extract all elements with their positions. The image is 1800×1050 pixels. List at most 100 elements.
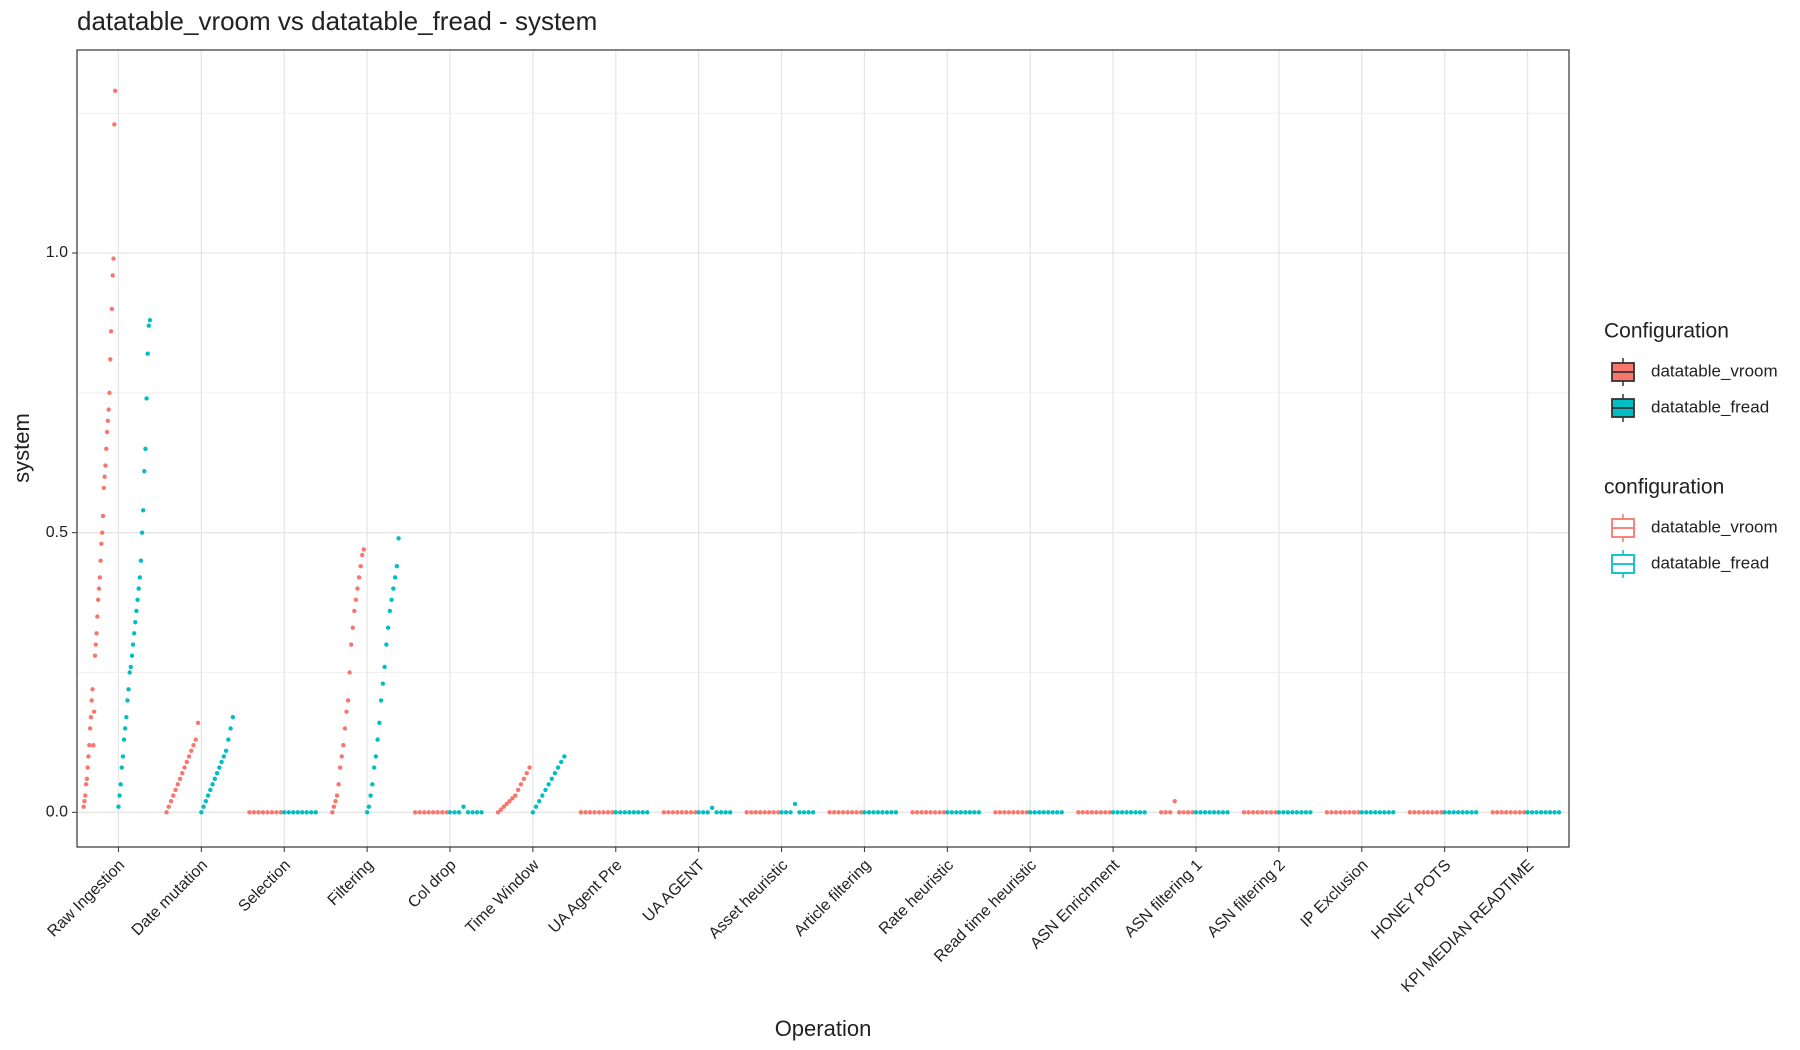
point bbox=[1299, 810, 1304, 815]
point bbox=[95, 597, 101, 602]
point bbox=[530, 810, 536, 815]
point bbox=[347, 670, 352, 675]
point bbox=[435, 810, 440, 815]
point bbox=[1495, 810, 1500, 815]
point bbox=[230, 715, 236, 720]
point bbox=[792, 801, 798, 807]
point bbox=[1158, 810, 1164, 815]
point bbox=[1216, 810, 1221, 815]
point bbox=[118, 782, 123, 787]
point bbox=[549, 776, 554, 781]
point bbox=[355, 586, 360, 591]
point bbox=[954, 810, 959, 815]
point bbox=[688, 810, 694, 815]
point bbox=[214, 770, 220, 776]
point bbox=[380, 681, 386, 686]
point bbox=[967, 810, 973, 815]
x-axis-title: Operation bbox=[775, 1016, 872, 1041]
point bbox=[129, 653, 135, 658]
point bbox=[1338, 810, 1343, 815]
point bbox=[309, 810, 314, 815]
point bbox=[845, 810, 850, 815]
point bbox=[138, 558, 144, 563]
point bbox=[1347, 810, 1352, 815]
point bbox=[696, 810, 701, 815]
point bbox=[631, 810, 636, 815]
point bbox=[1133, 810, 1138, 815]
point bbox=[116, 804, 121, 809]
point bbox=[104, 429, 110, 435]
point bbox=[1303, 810, 1309, 815]
point bbox=[862, 810, 867, 815]
point bbox=[426, 810, 431, 815]
point bbox=[135, 597, 140, 602]
point bbox=[1430, 810, 1435, 815]
point bbox=[112, 88, 118, 94]
point bbox=[1185, 810, 1191, 815]
point bbox=[797, 810, 802, 815]
point bbox=[1020, 810, 1025, 815]
point bbox=[373, 754, 379, 759]
point bbox=[753, 810, 758, 815]
point bbox=[923, 810, 929, 815]
point bbox=[195, 720, 201, 726]
point bbox=[555, 765, 561, 770]
point bbox=[95, 614, 100, 619]
point bbox=[1359, 810, 1364, 815]
x-tick-label: ASN Enrichment bbox=[1027, 856, 1123, 952]
point bbox=[131, 631, 137, 636]
y-tick-label: 0.0 bbox=[46, 804, 68, 821]
panel-border bbox=[76, 49, 1570, 848]
point bbox=[1202, 810, 1208, 815]
point bbox=[356, 575, 362, 580]
point bbox=[1451, 810, 1456, 815]
point bbox=[521, 776, 527, 781]
point bbox=[384, 642, 389, 647]
point bbox=[96, 586, 102, 591]
point bbox=[1290, 810, 1295, 815]
point bbox=[1368, 810, 1373, 815]
point bbox=[1037, 810, 1042, 815]
x-tick-label: ASN filtering 2 bbox=[1204, 857, 1288, 941]
point bbox=[164, 810, 169, 815]
point bbox=[1255, 810, 1260, 815]
point bbox=[914, 810, 920, 815]
legend-label: datatable_vroom bbox=[1651, 517, 1778, 536]
point bbox=[360, 552, 365, 558]
point bbox=[1281, 810, 1286, 815]
point bbox=[884, 810, 890, 815]
point bbox=[103, 463, 108, 468]
point bbox=[1342, 810, 1348, 815]
point bbox=[105, 418, 111, 424]
point bbox=[1167, 810, 1173, 815]
point bbox=[344, 709, 349, 714]
point bbox=[510, 796, 515, 801]
point bbox=[412, 810, 418, 815]
point bbox=[361, 547, 366, 552]
point bbox=[193, 737, 198, 742]
point bbox=[1490, 810, 1495, 815]
point bbox=[168, 798, 174, 804]
point bbox=[394, 564, 400, 569]
point bbox=[126, 687, 131, 692]
point bbox=[709, 805, 715, 811]
point bbox=[86, 754, 91, 759]
point bbox=[256, 810, 261, 815]
point bbox=[334, 793, 340, 798]
point bbox=[601, 810, 606, 815]
y-axis-title: system bbox=[9, 413, 34, 483]
point bbox=[993, 810, 998, 815]
point bbox=[102, 474, 107, 479]
point bbox=[143, 446, 148, 451]
point bbox=[1373, 810, 1378, 815]
point bbox=[1446, 810, 1452, 815]
point bbox=[385, 625, 391, 630]
point bbox=[1538, 810, 1544, 815]
point bbox=[348, 642, 354, 647]
point bbox=[875, 810, 881, 815]
point bbox=[762, 810, 767, 815]
point bbox=[932, 810, 938, 815]
point bbox=[1276, 810, 1282, 815]
point bbox=[350, 625, 355, 630]
point bbox=[91, 709, 97, 714]
